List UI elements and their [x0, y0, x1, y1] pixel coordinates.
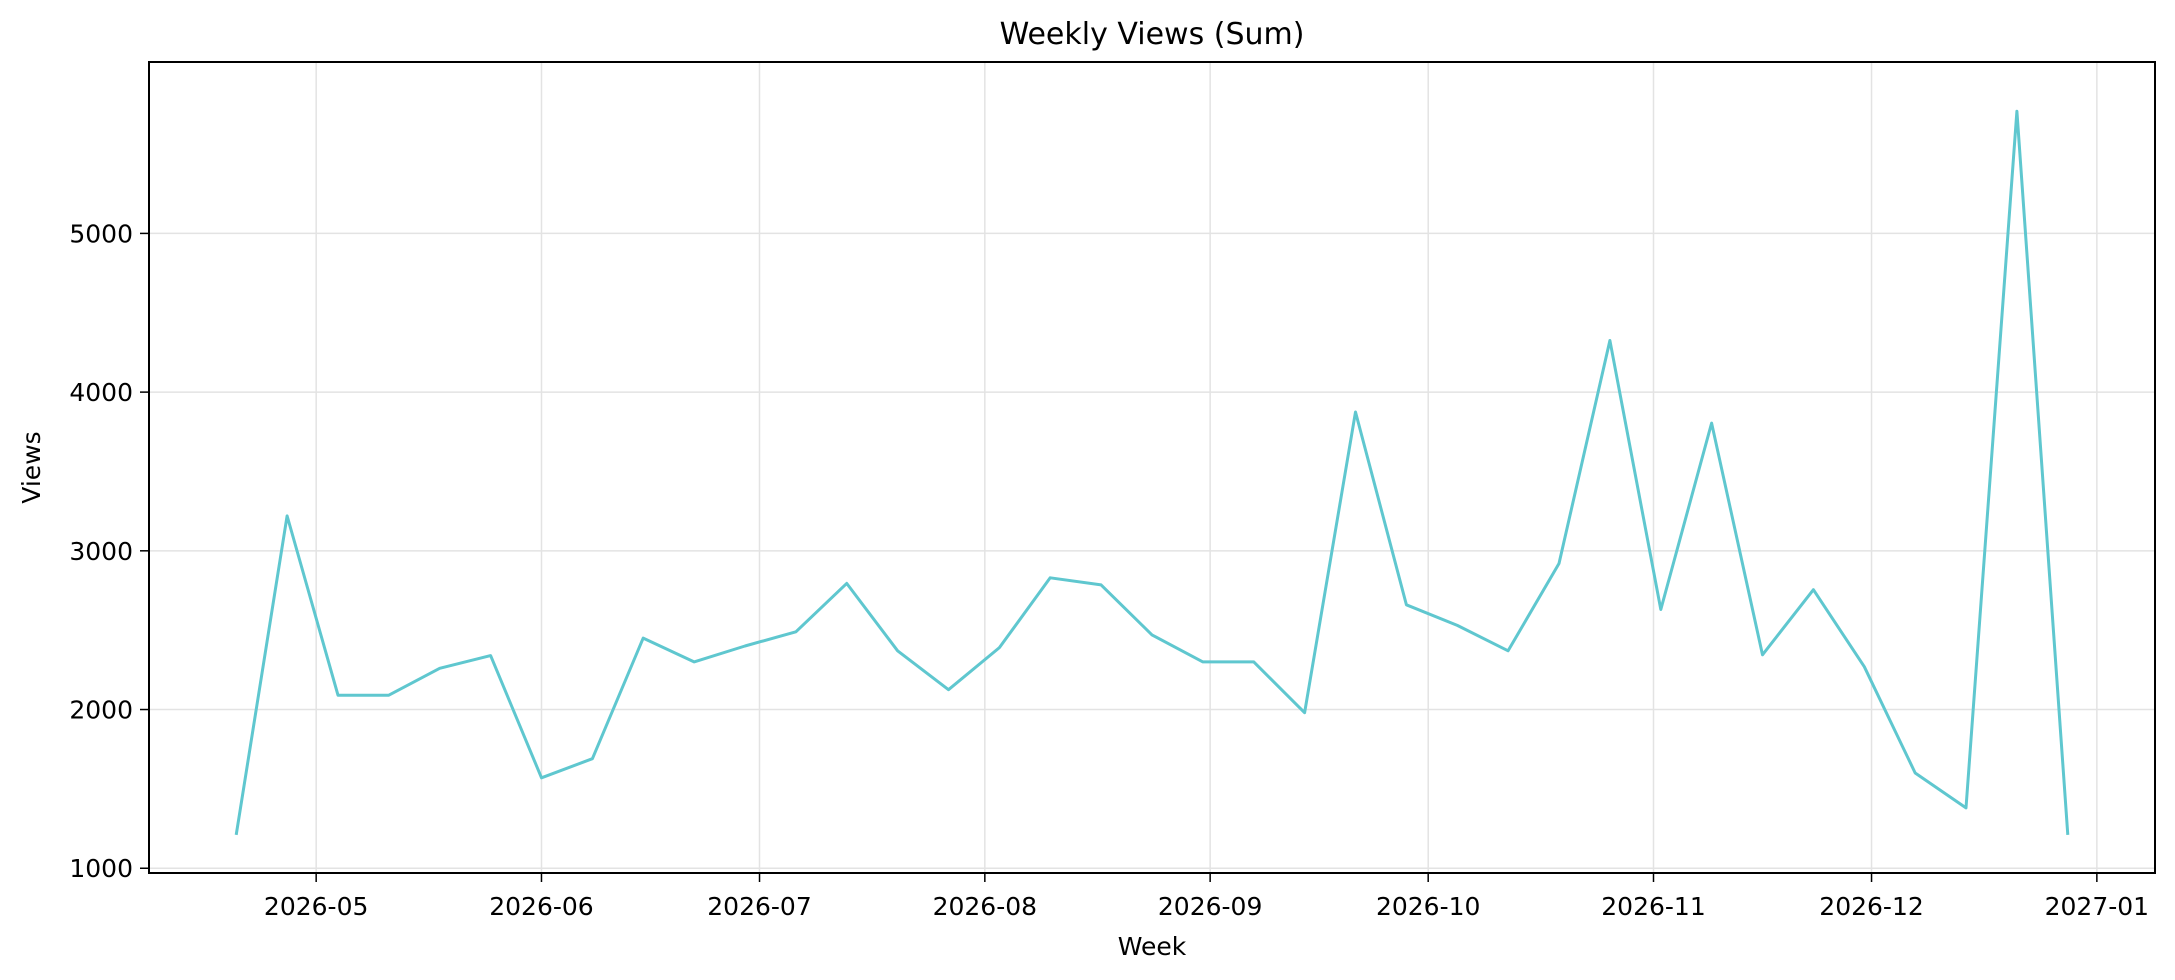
x-tick-label: 2026-05	[264, 892, 368, 921]
grid-layer	[149, 62, 2155, 873]
chart-title: Weekly Views (Sum)	[1000, 17, 1305, 52]
y-tick-label: 3000	[69, 537, 133, 566]
x-tick-label: 2026-12	[1819, 892, 1923, 921]
plot-frame	[148, 61, 2156, 874]
ticks-layer: 2026-05 2026-06 2026-07 2026-08 2026-09 2026-…	[69, 219, 2149, 921]
y-tick-label: 4000	[69, 378, 133, 407]
x-tick-label: 2027-01	[2045, 892, 2149, 921]
y-tick-label: 1000	[69, 854, 133, 883]
x-tick-label: 2026-06	[489, 892, 593, 921]
y-axis-label: Views	[17, 431, 46, 503]
x-tick-label: 2026-11	[1601, 892, 1705, 921]
y-tick-label: 2000	[69, 696, 133, 725]
x-axis-label: Week	[1118, 932, 1187, 961]
x-tick-label: 2026-10	[1376, 892, 1480, 921]
x-tick-label: 2026-08	[933, 892, 1037, 921]
x-tick-label: 2026-09	[1158, 892, 1262, 921]
y-tick-label: 5000	[69, 219, 133, 248]
x-tick-label: 2026-07	[707, 892, 811, 921]
series-line	[234, 109, 2070, 836]
series-layer	[234, 109, 2070, 836]
